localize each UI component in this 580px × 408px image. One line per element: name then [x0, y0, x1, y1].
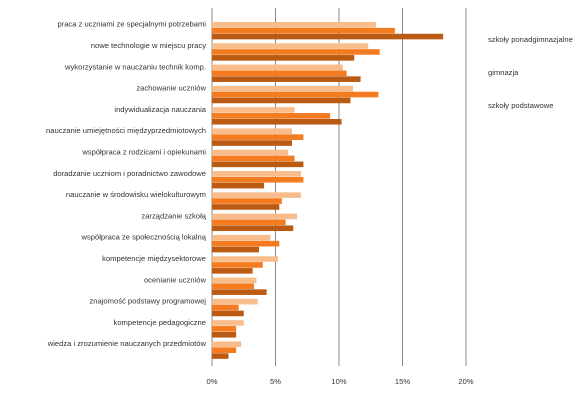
- category-label: kompetencje pedagogiczne: [114, 318, 206, 327]
- bar: [212, 310, 244, 317]
- bar: [212, 240, 280, 247]
- bar: [212, 155, 295, 162]
- bar: [212, 134, 304, 140]
- bar: [212, 320, 244, 326]
- x-tick-label: 10%: [331, 377, 346, 386]
- bar: [212, 70, 347, 77]
- category-label: nowe technologie w miejscu pracy: [91, 41, 206, 50]
- category-label: indywidualizacja nauczania: [114, 105, 206, 114]
- bar: [212, 198, 282, 204]
- bar: [212, 213, 298, 220]
- bar: [212, 234, 271, 241]
- bar: [212, 304, 239, 311]
- legend-entry: szkoły ponadgimnazjalne: [488, 35, 573, 44]
- bar: [212, 149, 289, 156]
- category-label: znajomość podstawy programowej: [90, 297, 207, 306]
- bar: [212, 128, 293, 135]
- legend: szkoły ponadgimnazjalne gimnazja szkoły po…: [488, 35, 573, 110]
- legend-entry: szkoły podstawowe: [488, 101, 553, 110]
- bar: [212, 256, 279, 262]
- category-label: współpraca z rodzicami i opiekunami: [81, 147, 206, 156]
- category-label: wykorzystanie w nauczaniu technik komp.: [64, 62, 206, 71]
- bar: [212, 85, 353, 92]
- bar: [212, 219, 286, 226]
- bar: [212, 331, 237, 338]
- bar: [212, 341, 242, 348]
- bar: [212, 118, 342, 125]
- x-tick-label: 5%: [270, 377, 281, 386]
- bar: [212, 246, 259, 253]
- category-label: zachowanie uczniów: [136, 84, 206, 93]
- bar: [212, 43, 369, 49]
- bar: [212, 91, 379, 98]
- bar: [212, 262, 263, 268]
- bar: [212, 140, 293, 146]
- category-label: ocenianie uczniów: [144, 275, 207, 284]
- bar: [212, 76, 361, 82]
- bar: [212, 277, 257, 284]
- bar: [212, 176, 304, 183]
- bar: [212, 113, 331, 119]
- bar: [212, 33, 444, 40]
- bar: [212, 21, 376, 28]
- bar: [212, 326, 237, 332]
- bar: [212, 97, 351, 104]
- bars: [212, 21, 444, 359]
- x-tick-label: 20%: [458, 377, 473, 386]
- category-label: praca z uczniami ze specjalnymi potrzeba…: [57, 20, 206, 29]
- category-label: współpraca ze społecznością lokalną: [80, 233, 206, 242]
- category-label: zarządzanie szkołą: [141, 211, 206, 220]
- x-tick-label: 0%: [207, 377, 218, 386]
- category-labels: praca z uczniami ze specjalnymi potrzeba…: [46, 20, 207, 348]
- x-tick-label: 15%: [395, 377, 410, 386]
- bar: [212, 182, 265, 189]
- bar: [212, 64, 343, 71]
- category-label: nauczanie umiejętności międzyprzedmiotow…: [46, 126, 206, 135]
- bar: [212, 289, 267, 295]
- category-label: doradzanie uczniom i poradnictwo zawodow…: [53, 169, 206, 178]
- bar: [212, 27, 395, 34]
- category-label: kompetencje międzysektorowe: [102, 254, 206, 263]
- bar: [212, 347, 237, 353]
- bar: [212, 283, 254, 290]
- bar: [212, 353, 229, 359]
- bar: [212, 107, 295, 113]
- x-tick-labels: 0% 5% 10% 15% 20%: [207, 377, 474, 386]
- legend-entry: gimnazja: [488, 68, 519, 77]
- bar: [212, 55, 355, 61]
- category-label: wiedza i zrozumienie nauczanych przedmio…: [47, 339, 207, 348]
- bar: [212, 49, 380, 55]
- bar: [212, 268, 253, 274]
- bar: [212, 192, 301, 198]
- bar: [212, 171, 301, 177]
- bar: [212, 161, 304, 168]
- bar: [212, 298, 258, 305]
- bar: [212, 204, 280, 210]
- category-label: nauczanie w środowisku wielokulturowym: [66, 190, 206, 199]
- bar: [212, 225, 294, 232]
